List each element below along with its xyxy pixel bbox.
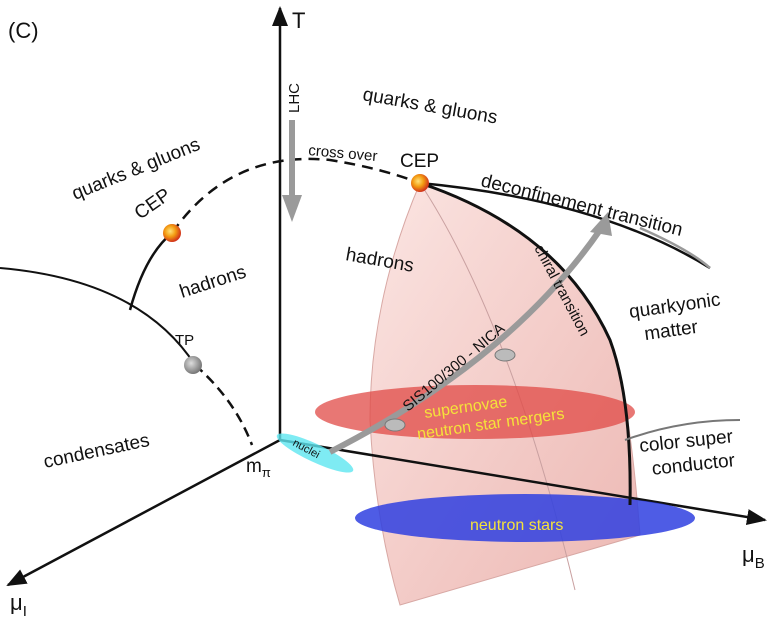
symbol: μ [742, 542, 755, 567]
color-sc-line [624, 419, 741, 441]
mu-b-label: μB [742, 542, 765, 572]
crossover-line [170, 157, 421, 234]
hadrons-left: hadrons [177, 262, 249, 303]
mu-i-axis [6, 438, 281, 587]
cep-left-dot [163, 224, 181, 242]
sis-dot [494, 348, 516, 362]
cep-left: CEP [131, 184, 175, 224]
deconfinement-line [419, 181, 711, 270]
subscript: B [755, 555, 765, 572]
neutron-star-region [355, 494, 695, 542]
color-sc: color superconductor [638, 426, 737, 481]
sis-dot [384, 418, 406, 432]
t-axis-label: T [292, 8, 305, 33]
cep-right-dot [411, 174, 429, 192]
nuclei-region [276, 433, 354, 473]
experiment-arrowhead [590, 212, 612, 236]
m-pi-label: mπ [246, 456, 271, 480]
subscript: I [23, 603, 27, 617]
lhc-label: LHC [286, 83, 303, 113]
panel-label: (C) [8, 18, 39, 43]
mu-b-axis [279, 438, 767, 525]
line: conductor [651, 450, 737, 480]
condensate-boundary-dashed [194, 364, 254, 446]
qg-right: quarks & gluons [361, 84, 499, 128]
neutron-stars-label: neutron stars [470, 517, 563, 534]
left-transition [128, 232, 173, 311]
subscript: π [262, 465, 271, 480]
experiment-arrow [328, 228, 603, 455]
tp-dot [184, 356, 202, 374]
qg-left: quarks & gluons [69, 134, 203, 205]
condensates: condensates [42, 430, 152, 473]
tp-label: TP [175, 332, 194, 349]
symbol: μ [10, 590, 23, 615]
cep-right: CEP [400, 151, 439, 172]
quarkyonic: quarkyonicmatter [628, 289, 725, 346]
mu-i-label: μI [10, 590, 27, 617]
symbol: m [246, 456, 262, 477]
chiral-line [419, 181, 632, 506]
deconfinement-fade [639, 226, 711, 269]
cross-over: cross over [308, 142, 378, 165]
line: quarkyonic [628, 289, 722, 323]
condensate-boundary [0, 267, 196, 366]
lhc-arrowhead [282, 195, 302, 222]
line: matter [643, 317, 700, 345]
